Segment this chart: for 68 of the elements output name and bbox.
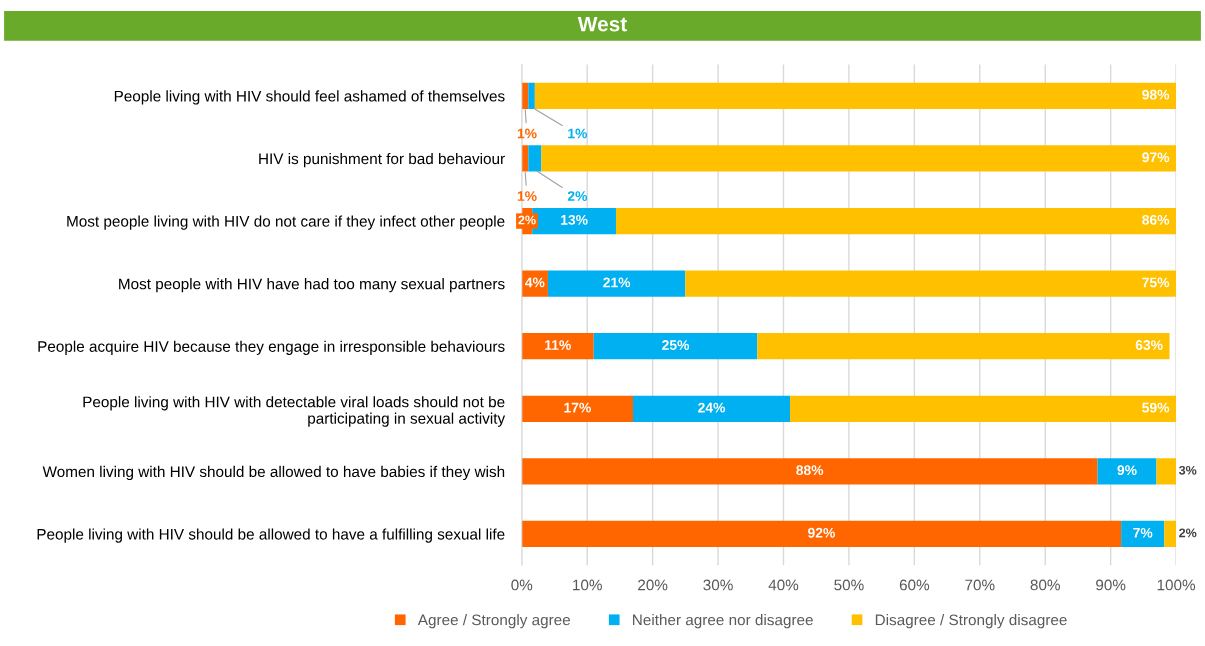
- x-tick-label: 90%: [1096, 579, 1126, 591]
- legend-label: Neither agree nor disagree: [633, 614, 813, 629]
- data-label: 11%: [545, 340, 571, 350]
- data-label: 75%: [1142, 277, 1170, 288]
- bar: [528, 82, 535, 110]
- data-label: 24%: [698, 402, 726, 413]
- x-tick-label: 0%: [511, 579, 533, 591]
- legend-label: Agree / Strongly agree: [417, 614, 571, 629]
- bar: [534, 82, 1177, 110]
- y-tick-label: People living with HIV should feel ashamed of themselves: [114, 90, 505, 105]
- data-label: 13%: [561, 214, 588, 225]
- bar: [521, 520, 1122, 548]
- bar: [633, 395, 791, 422]
- data-label: 1%: [568, 128, 588, 139]
- bar: [521, 145, 529, 172]
- x-tick-label: 40%: [768, 579, 799, 591]
- data-label: 1%: [517, 191, 537, 201]
- data-label: 63%: [1135, 340, 1163, 350]
- bar: [790, 395, 1177, 422]
- data-label: 4%: [525, 277, 545, 288]
- data-label: 9%: [1117, 465, 1137, 476]
- bar: [521, 270, 548, 297]
- x-tick-label: 50%: [834, 579, 864, 591]
- bar: [685, 270, 1177, 297]
- y-tick-label: People living with HIV should be allowed to have a fulfilling sexual life: [37, 528, 505, 543]
- data-label: 92%: [808, 527, 835, 538]
- legend-label: Disagree / Strongly disagree: [875, 614, 1067, 629]
- x-tick-label: 70%: [965, 579, 995, 591]
- bar: [528, 145, 542, 172]
- bar: [615, 207, 1177, 235]
- x-tick-label: 80%: [1030, 579, 1060, 591]
- data-label: 98%: [1142, 89, 1170, 100]
- data-label: 97%: [1142, 152, 1170, 163]
- bar: [593, 333, 758, 360]
- bar: [1097, 458, 1157, 485]
- bar: [521, 333, 594, 360]
- bar: [547, 270, 686, 297]
- bar: [521, 82, 529, 110]
- bar: [521, 395, 633, 422]
- y-tick-label: Most people with HIV have had too many sexual partners: [119, 278, 505, 293]
- bar: [521, 458, 1098, 485]
- data-label: 88%: [796, 465, 824, 476]
- data-label: 1%: [517, 128, 537, 139]
- data-label: 59%: [1142, 402, 1170, 413]
- y-tick-label: Women living with HIV should be allowed to have babies if they wish: [42, 465, 505, 481]
- data-label: 2%: [567, 191, 588, 201]
- bar: [1121, 520, 1165, 548]
- data-label: 21%: [603, 277, 631, 288]
- x-tick-label: 100%: [1157, 579, 1196, 591]
- bar: [1156, 458, 1177, 485]
- x-tick-label: 10%: [573, 579, 602, 591]
- data-label: 86%: [1142, 214, 1170, 225]
- x-tick-label: 20%: [638, 579, 668, 591]
- y-tick-label: People living with HIV with detectable viral loads should not be participating in sexual activity: [83, 396, 506, 427]
- data-label: 25%: [662, 340, 690, 350]
- x-tick-label: 60%: [899, 579, 930, 591]
- x-tick-label: 30%: [703, 579, 733, 591]
- bar: [757, 333, 1170, 360]
- chart-title: West: [577, 16, 627, 32]
- y-tick-label: People acquire HIV because they engage in irresponsible behaviours: [38, 340, 505, 355]
- data-label: 3%: [1178, 465, 1197, 475]
- y-tick-label: HIV is punishment for bad behaviour: [259, 152, 505, 168]
- y-tick-label: Most people living with HIV do not care if they infect other people: [67, 215, 505, 230]
- data-label: 17%: [564, 402, 591, 413]
- bar: [1164, 520, 1177, 548]
- bar: [541, 145, 1177, 172]
- data-label: 7%: [1133, 527, 1153, 538]
- data-label: 2%: [1179, 528, 1197, 538]
